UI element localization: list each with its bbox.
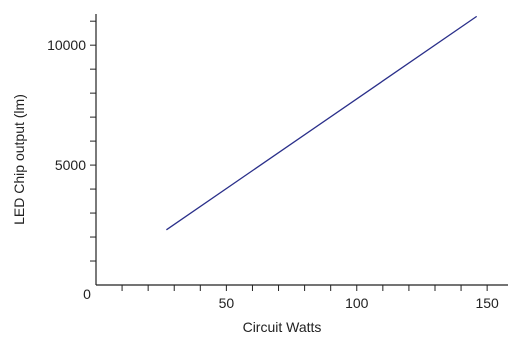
x-tick-label: 100	[345, 295, 369, 311]
x-minor-ticks	[121, 285, 488, 291]
x-tick-label: 50	[219, 295, 235, 311]
x-tick-label: 0	[83, 286, 91, 302]
y-tick-label: 10000	[47, 37, 86, 53]
x-tick-labels: 0 50 100 150	[83, 286, 499, 311]
series-layer	[166, 15, 478, 231]
axes	[95, 14, 508, 286]
y-axis-title: LED Chip output (lm)	[11, 94, 27, 225]
series-line	[166, 15, 478, 231]
y-tick-labels: 5000 10000	[47, 37, 86, 173]
y-minor-ticks	[90, 20, 96, 262]
x-axis-title: Circuit Watts	[243, 319, 322, 335]
y-tick-label: 5000	[55, 157, 86, 173]
x-tick-label: 150	[475, 295, 499, 311]
